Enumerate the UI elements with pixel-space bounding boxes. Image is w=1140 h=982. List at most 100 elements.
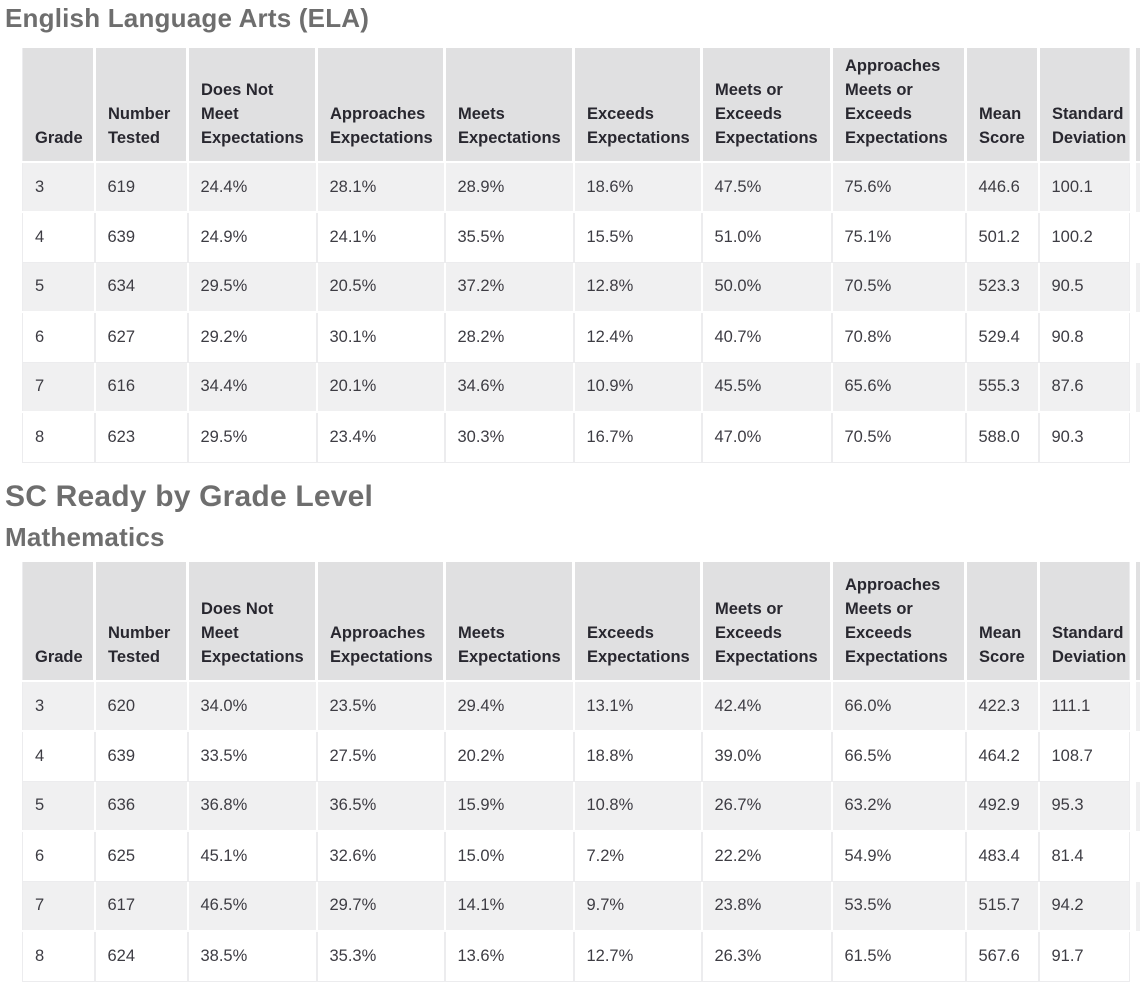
ela-table-container: Grade Number Tested Does Not Meet Expectat… [22,48,1130,463]
data-cell: 47.5% [701,162,833,213]
data-cell: 32.6% [316,831,446,882]
data-cell: 523.3 [965,262,1040,313]
math-table-header: Grade Number Tested Does Not Meet Expectat… [22,562,1130,682]
data-cell: 30.3% [444,412,575,463]
data-cell: 20.1% [316,362,446,413]
column-header-doesnot-meet-expectations: Does Not Meet Expectations [187,562,318,682]
data-cell: 29.7% [316,881,446,932]
data-cell: 36.8% [187,781,318,832]
data-cell: 28.1% [316,162,446,213]
column-header-meets-expectations: Meets Expectations [444,562,575,682]
data-cell: 100.2 [1038,212,1130,263]
data-cell: 66.5% [831,731,967,782]
column-header-standard-deviation: Standard Deviation [1038,48,1130,163]
data-cell: 66.0% [831,681,967,732]
column-header-grade: Grade [22,48,96,163]
header-row: Grade Number Tested Does Not Meet Expectat… [22,48,1130,163]
data-cell: 28.9% [444,162,575,213]
grade-cell: 6 [22,312,96,363]
data-cell: 35.5% [444,212,575,263]
grade-cell: 4 [22,212,96,263]
data-cell: 108.7 [1038,731,1130,782]
data-cell: 27.5% [316,731,446,782]
column-header-meets-expectations: Meets Expectations [444,48,575,163]
data-cell: 70.5% [831,412,967,463]
ela-grade-4-row: 4 639 24.9% 24.1% 35.5% 15.5% 51.0% 75.1% 501.2 1… [22,212,1130,263]
data-cell: 65.6% [831,362,967,413]
data-cell: 627 [94,312,189,363]
data-cell: 33.5% [187,731,318,782]
data-cell: 90.5 [1038,262,1130,313]
data-cell: 464.2 [965,731,1040,782]
data-cell: 63.2% [831,781,967,832]
data-cell: 42.4% [701,681,833,732]
data-cell: 90.8 [1038,312,1130,363]
data-cell: 29.5% [187,262,318,313]
data-cell: 29.5% [187,412,318,463]
data-cell: 636 [94,781,189,832]
ela-grade-5-row: 5 634 29.5% 20.5% 37.2% 12.8% 50.0% 70.5% 523.3 9… [22,262,1130,313]
ela-grade-3-row: 3 619 24.4% 28.1% 28.9% 18.6% 47.5% 75.6% 446.6 1… [22,162,1130,213]
data-cell: 75.6% [831,162,967,213]
data-cell: 20.5% [316,262,446,313]
column-header-grade: Grade [22,562,96,682]
math-table-container: Grade Number Tested Does Not Meet Expectat… [22,562,1130,982]
sc-ready-heading: SC Ready by Grade Level [5,480,374,513]
data-cell: 515.7 [965,881,1040,932]
data-cell: 13.6% [444,931,575,982]
data-cell: 50.0% [701,262,833,313]
ela-grade-6-row: 6 627 29.2% 30.1% 28.2% 12.4% 40.7% 70.8% 529.4 9… [22,312,1130,363]
data-cell: 639 [94,212,189,263]
data-cell: 639 [94,731,189,782]
data-cell: 87.6 [1038,362,1130,413]
grade-cell: 8 [22,412,96,463]
data-cell: 100.1 [1038,162,1130,213]
math-grade-8-row: 8 624 38.5% 35.3% 13.6% 12.7% 26.3% 61.5% 567.6 9… [22,931,1130,982]
data-cell: 35.3% [316,931,446,982]
data-cell: 555.3 [965,362,1040,413]
grade-cell: 6 [22,831,96,882]
column-header-approaches-meetsor-exceeds-expectations: Approaches Meets or Exceeds Expectations [831,48,967,163]
data-cell: 29.2% [187,312,318,363]
column-header-number-tested: Number Tested [94,562,189,682]
column-header-doesnot-meet-expectations: Does Not Meet Expectations [187,48,318,163]
data-cell: 14.1% [444,881,575,932]
data-cell: 617 [94,881,189,932]
math-grade-5-row: 5 636 36.8% 36.5% 15.9% 10.8% 26.7% 63.2% 492.9 9… [22,781,1130,832]
data-cell: 623 [94,412,189,463]
data-cell: 18.6% [573,162,703,213]
data-cell: 529.4 [965,312,1040,363]
column-header-approaches-expectations: Approaches Expectations [316,48,446,163]
data-cell: 588.0 [965,412,1040,463]
data-cell: 46.5% [187,881,318,932]
math-grade-4-row: 4 639 33.5% 27.5% 20.2% 18.8% 39.0% 66.5% 464.2 1… [22,731,1130,782]
grade-cell: 4 [22,731,96,782]
data-cell: 23.5% [316,681,446,732]
data-cell: 61.5% [831,931,967,982]
data-cell: 54.9% [831,831,967,882]
data-cell: 34.6% [444,362,575,413]
data-cell: 492.9 [965,781,1040,832]
data-cell: 37.2% [444,262,575,313]
data-cell: 111.1 [1038,681,1130,732]
data-cell: 616 [94,362,189,413]
data-cell: 20.2% [444,731,575,782]
data-cell: 16.7% [573,412,703,463]
column-header-exceeds-expectations: Exceeds Expectations [573,562,703,682]
data-cell: 95.3 [1038,781,1130,832]
data-cell: 47.0% [701,412,833,463]
data-cell: 501.2 [965,212,1040,263]
data-cell: 483.4 [965,831,1040,882]
data-cell: 36.5% [316,781,446,832]
data-cell: 15.5% [573,212,703,263]
ela-table-body: 3 619 24.4% 28.1% 28.9% 18.6% 47.5% 75.6% 446.6 1… [22,162,1130,463]
column-header-mean-score: Mean Score [965,48,1040,163]
data-cell: 10.9% [573,362,703,413]
ela-table: Grade Number Tested Does Not Meet Expectat… [22,48,1130,463]
clipped-next-column [1136,562,1140,982]
ela-section-title: English Language Arts (ELA) [5,3,370,33]
data-cell: 70.5% [831,262,967,313]
data-cell: 18.8% [573,731,703,782]
math-table: Grade Number Tested Does Not Meet Expectat… [22,562,1130,982]
data-cell: 38.5% [187,931,318,982]
